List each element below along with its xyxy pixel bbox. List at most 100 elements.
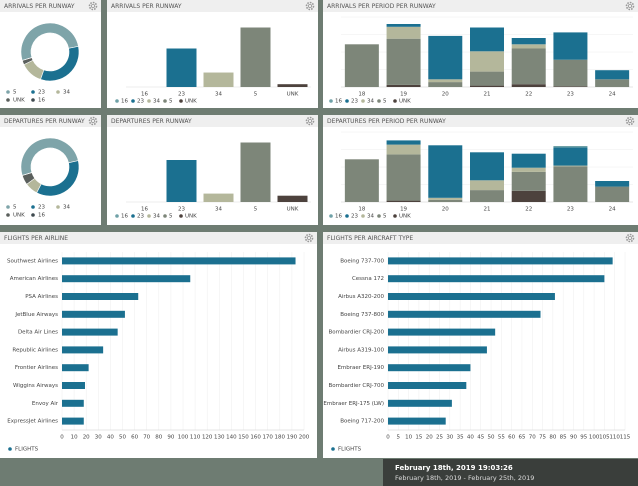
settings-icon [625, 233, 635, 243]
legend-label: 5 [169, 99, 173, 105]
x-tick-label: 24 [609, 92, 616, 98]
x-tick-label: 105 [599, 435, 610, 441]
legend-swatch [179, 99, 183, 103]
x-tick-label: 21 [484, 92, 491, 98]
footer-box [383, 459, 638, 486]
legend-label: 5 [13, 205, 17, 211]
x-tick-label: 40 [107, 435, 114, 441]
legend-swatch [131, 99, 135, 103]
legend-label: 23 [351, 99, 358, 105]
bar [388, 364, 471, 372]
bar [62, 364, 89, 372]
x-tick-label: 110 [190, 435, 201, 441]
legend-swatch [179, 214, 183, 218]
x-tick-label: 34 [215, 207, 222, 213]
panel [0, 232, 317, 458]
legend-swatch [345, 99, 349, 103]
bar-segment [595, 186, 630, 202]
legend-label: UNK [185, 99, 197, 105]
panel-header [107, 115, 318, 127]
legend-label: FLIGHTS [338, 447, 362, 453]
bar-segment [511, 84, 546, 87]
bar-segment [470, 51, 504, 72]
legend-label: 16 [38, 213, 45, 219]
y-tick-label: Envoy Air [32, 401, 59, 407]
legend-swatch [345, 214, 349, 218]
x-tick-label: 18 [358, 92, 365, 98]
footer-timestamp: February 18th, 2019 19:03:26 [395, 464, 513, 472]
x-tick-label: 120 [202, 435, 213, 441]
legend-label: 23 [38, 90, 45, 96]
bar [62, 310, 125, 318]
legend-label: 34 [367, 99, 374, 105]
settings-icon [88, 116, 98, 126]
bar [388, 382, 467, 389]
legend-swatch [329, 214, 333, 218]
bar [203, 193, 234, 202]
x-tick-label: 15 [415, 435, 422, 441]
bar-segment [470, 71, 504, 86]
x-tick-label: 60 [131, 435, 138, 441]
legend-label: 5 [169, 214, 173, 220]
bar [203, 72, 234, 87]
y-tick-label: Embraer ERJ-190 [337, 365, 384, 371]
y-tick-label: Frontier Airlines [15, 365, 58, 371]
bar-segment [511, 153, 546, 168]
y-tick-label: Boeing 717-200 [340, 419, 384, 425]
legend-swatch [377, 214, 381, 218]
y-tick-label: Airbus A319-100 [338, 347, 384, 353]
x-tick-label: 115 [620, 435, 631, 441]
bar [62, 293, 139, 300]
bar-segment [386, 154, 421, 201]
legend-swatch [56, 205, 60, 209]
settings-icon-hub [91, 119, 96, 124]
x-tick-label: 80 [155, 435, 162, 441]
bar-segment [553, 146, 588, 148]
donut-segment [22, 57, 32, 61]
x-tick-label: 25 [436, 435, 443, 441]
bar-segment [386, 140, 421, 145]
x-tick-label: 180 [275, 435, 286, 441]
x-tick-label: 90 [570, 435, 577, 441]
legend-swatch [115, 99, 119, 103]
legend-swatch [361, 214, 365, 218]
panel-header [107, 0, 318, 12]
settings-icon-hub [628, 235, 633, 240]
settings-icon [625, 1, 635, 11]
legend-swatch [163, 214, 167, 218]
legend-swatch [115, 214, 119, 218]
legend-label: 5 [13, 90, 17, 96]
legend-label: 23 [38, 205, 45, 211]
bar-segment [470, 85, 504, 87]
bar-segment [470, 180, 504, 191]
bar-segment [553, 165, 588, 167]
x-tick-label: 0 [386, 435, 390, 441]
bar-segment [553, 166, 588, 202]
x-tick-label: 16 [141, 207, 148, 213]
bar [62, 399, 84, 407]
panel-title: DEPARTURES PER PERIOD PER RUNWAY [327, 118, 446, 125]
x-tick-label: 60 [508, 435, 515, 441]
x-tick-label: 170 [262, 435, 273, 441]
legend-swatch [6, 213, 10, 217]
bar-segment [386, 144, 421, 155]
x-tick-label: 0 [60, 435, 64, 441]
settings-icon-hub [306, 235, 311, 240]
y-tick-label: Cessna 172 [352, 276, 384, 282]
bar-segment [595, 181, 630, 187]
legend-swatch [6, 98, 10, 102]
bar-segment [470, 190, 504, 202]
bar [388, 346, 487, 354]
bar-segment [344, 44, 379, 87]
panel-header [0, 232, 317, 244]
x-tick-label: 160 [250, 435, 261, 441]
x-tick-label: 65 [518, 435, 525, 441]
x-tick-label: 50 [119, 435, 126, 441]
bar [388, 257, 613, 265]
x-tick-label: 23 [567, 92, 574, 98]
x-tick-label: 5 [397, 435, 401, 441]
x-tick-label: 22 [525, 92, 532, 98]
panel-title: ARRIVALS PER RUNWAY [4, 3, 75, 10]
x-tick-label: 24 [609, 207, 616, 213]
bar-segment [428, 199, 463, 202]
